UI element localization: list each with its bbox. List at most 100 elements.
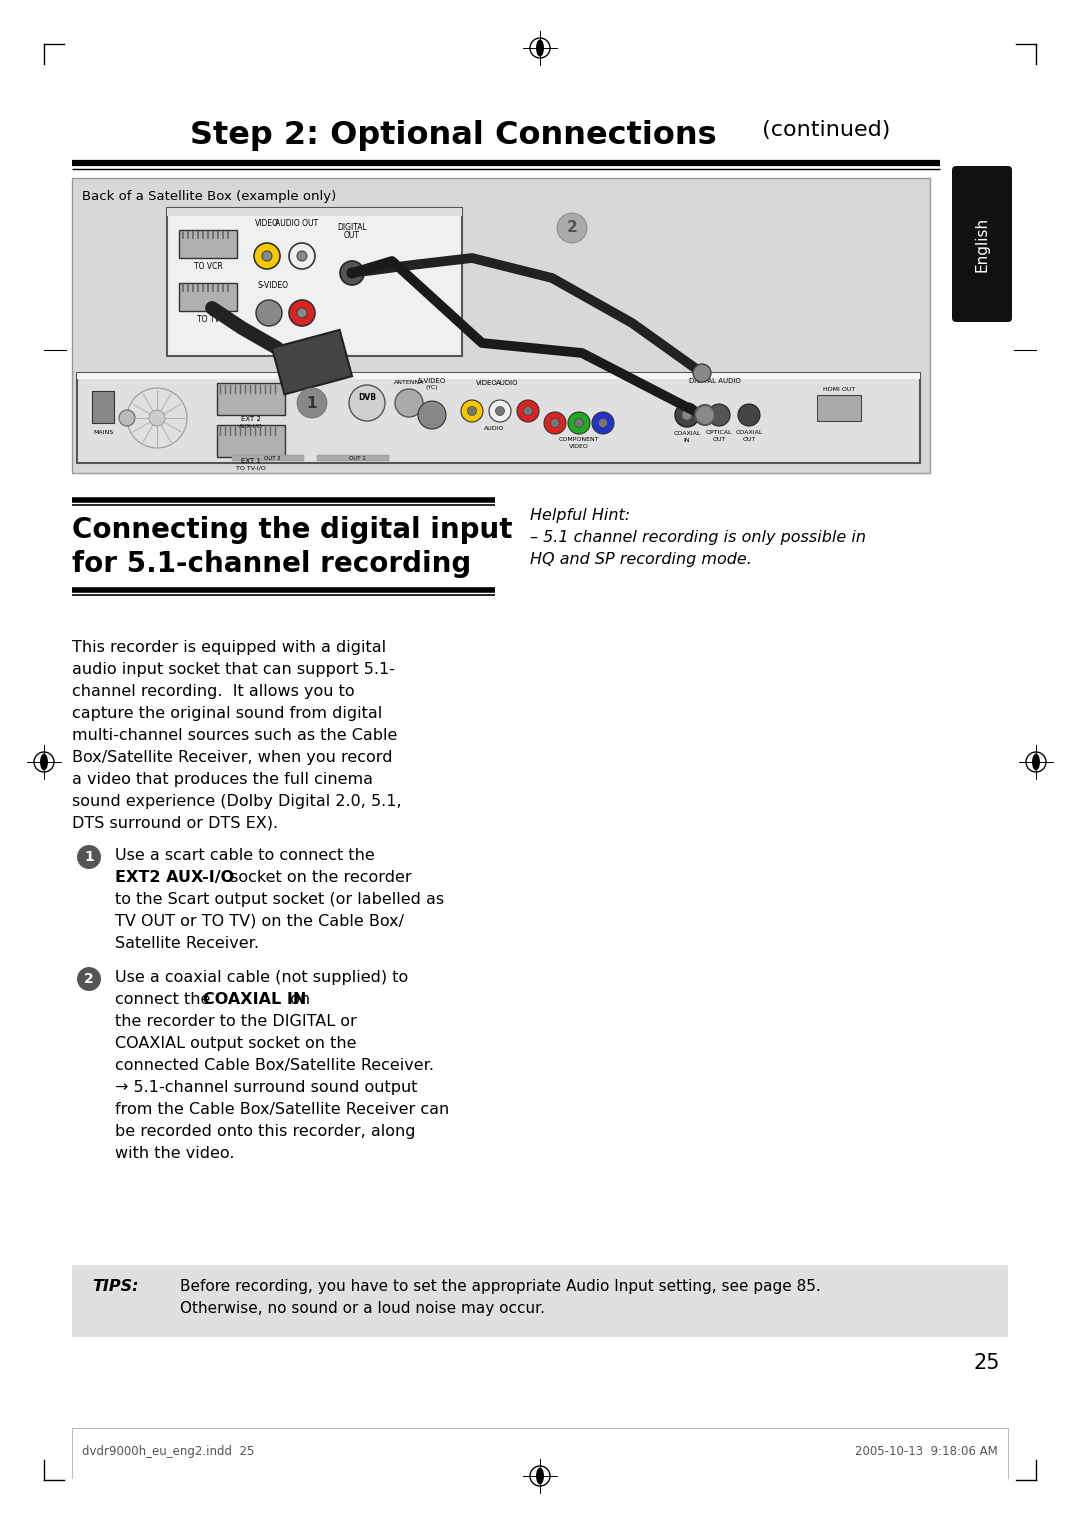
Bar xyxy=(92,392,114,424)
Text: (YC): (YC) xyxy=(426,386,438,390)
Text: TV OUT or TO TV) on the Cable Box/: TV OUT or TO TV) on the Cable Box/ xyxy=(114,914,404,930)
Text: with the video.: with the video. xyxy=(114,1146,234,1161)
Text: COAXIAL: COAXIAL xyxy=(735,430,762,434)
Text: OUT: OUT xyxy=(713,437,726,442)
Bar xyxy=(167,207,462,216)
Text: AUDIO: AUDIO xyxy=(496,379,518,386)
Text: S-VIDEO: S-VIDEO xyxy=(257,280,288,290)
Bar xyxy=(179,283,237,311)
Bar xyxy=(77,373,920,379)
Text: OUT: OUT xyxy=(345,232,360,239)
Text: 1: 1 xyxy=(84,850,94,864)
Text: DVB: DVB xyxy=(357,393,376,402)
Text: connected Cable Box/Satellite Receiver.: connected Cable Box/Satellite Receiver. xyxy=(114,1058,434,1073)
Text: Use a scart cable to connect the: Use a scart cable to connect the xyxy=(114,847,375,863)
Text: 2: 2 xyxy=(567,221,578,236)
Text: EXT2 AUX-I/O: EXT2 AUX-I/O xyxy=(114,870,234,885)
Text: Satellite Receiver.: Satellite Receiver. xyxy=(114,936,259,951)
Circle shape xyxy=(289,242,315,270)
Text: COAXIAL IN: COAXIAL IN xyxy=(203,992,307,1007)
Circle shape xyxy=(119,410,135,427)
Text: audio input socket that can support 5.1-: audio input socket that can support 5.1- xyxy=(72,661,395,677)
Text: dvdr9000h_eu_eng2.indd  25: dvdr9000h_eu_eng2.indd 25 xyxy=(82,1445,255,1458)
Bar xyxy=(217,383,285,415)
Circle shape xyxy=(149,410,165,427)
Text: AUDIO OUT: AUDIO OUT xyxy=(275,219,319,229)
Text: a video that produces the full cinema: a video that produces the full cinema xyxy=(72,773,373,786)
Text: for 5.1-channel recording: for 5.1-channel recording xyxy=(72,550,471,578)
Text: OUT 2: OUT 2 xyxy=(264,456,281,460)
Text: OPTICAL: OPTICAL xyxy=(705,430,732,434)
Circle shape xyxy=(256,300,282,326)
Text: COAXIAL: COAXIAL xyxy=(673,431,701,436)
Text: VIDEO: VIDEO xyxy=(476,379,498,386)
Circle shape xyxy=(598,419,607,428)
Circle shape xyxy=(489,399,511,422)
Text: TO TV-I/O: TO TV-I/O xyxy=(237,465,266,469)
Circle shape xyxy=(496,407,504,416)
Text: channel recording.  It allows you to: channel recording. It allows you to xyxy=(72,684,354,700)
Text: TO VCR: TO VCR xyxy=(193,262,222,271)
Text: VIDEO: VIDEO xyxy=(255,219,279,229)
Text: HQ and SP recording mode.: HQ and SP recording mode. xyxy=(530,552,752,567)
Text: OUT 1: OUT 1 xyxy=(349,456,365,460)
Text: This recorder is equipped with a digital: This recorder is equipped with a digital xyxy=(72,640,387,655)
Bar xyxy=(816,395,861,421)
Circle shape xyxy=(738,404,760,427)
Circle shape xyxy=(262,251,272,261)
Text: EXT 1: EXT 1 xyxy=(241,459,261,463)
Circle shape xyxy=(347,268,357,277)
Bar xyxy=(72,1265,1008,1337)
Bar xyxy=(167,207,462,357)
Text: EXT 2: EXT 2 xyxy=(241,416,261,422)
Text: sound experience (Dolby Digital 2.0, 5.1,: sound experience (Dolby Digital 2.0, 5.1… xyxy=(72,794,402,809)
Text: S-VIDEO: S-VIDEO xyxy=(418,378,446,384)
Circle shape xyxy=(418,401,446,428)
Text: Connecting the digital input: Connecting the digital input xyxy=(72,517,513,544)
Text: 2: 2 xyxy=(84,972,94,986)
Text: COAXIAL output socket on the: COAXIAL output socket on the xyxy=(114,1036,356,1052)
Circle shape xyxy=(708,404,730,427)
Bar xyxy=(232,456,303,460)
Text: Back of a Satellite Box (example only): Back of a Satellite Box (example only) xyxy=(82,190,336,203)
Circle shape xyxy=(551,419,559,428)
Text: Otherwise, no sound or a loud noise may occur.: Otherwise, no sound or a loud noise may … xyxy=(180,1301,545,1317)
Text: AUX-I/O: AUX-I/O xyxy=(239,424,264,428)
Circle shape xyxy=(592,411,615,434)
Circle shape xyxy=(544,411,566,434)
Circle shape xyxy=(681,410,692,421)
Ellipse shape xyxy=(537,40,543,56)
Circle shape xyxy=(297,308,307,319)
Circle shape xyxy=(468,407,476,416)
Text: the recorder to the DIGITAL or: the recorder to the DIGITAL or xyxy=(114,1013,356,1029)
Circle shape xyxy=(675,402,699,427)
Circle shape xyxy=(575,419,583,428)
Text: TO TV: TO TV xyxy=(197,315,219,325)
Text: Box/Satellite Receiver, when you record: Box/Satellite Receiver, when you record xyxy=(72,750,392,765)
Text: 25: 25 xyxy=(973,1353,1000,1373)
Circle shape xyxy=(395,389,423,418)
Circle shape xyxy=(461,399,483,422)
FancyBboxPatch shape xyxy=(951,166,1012,322)
Text: VIDEO: VIDEO xyxy=(569,443,589,450)
Bar xyxy=(179,230,237,258)
Circle shape xyxy=(693,364,711,383)
Text: socket on the recorder: socket on the recorder xyxy=(225,870,411,885)
Circle shape xyxy=(254,242,280,270)
Text: Before recording, you have to set the appropriate Audio Input setting, see page : Before recording, you have to set the ap… xyxy=(180,1279,821,1294)
Circle shape xyxy=(340,261,364,285)
Text: on: on xyxy=(285,992,310,1007)
Text: (continued): (continued) xyxy=(755,120,890,140)
Text: OUT: OUT xyxy=(742,437,756,442)
Circle shape xyxy=(524,407,532,416)
Circle shape xyxy=(77,968,102,991)
Text: – 5.1 channel recording is only possible in: – 5.1 channel recording is only possible… xyxy=(530,530,866,546)
Bar xyxy=(72,178,930,472)
Text: multi-channel sources such as the Cable: multi-channel sources such as the Cable xyxy=(72,728,397,744)
Bar xyxy=(77,373,920,463)
Bar xyxy=(272,329,352,395)
Text: MAINS: MAINS xyxy=(93,430,113,434)
Text: to the Scart output socket (or labelled as: to the Scart output socket (or labelled … xyxy=(114,892,444,907)
Text: TIPS:: TIPS: xyxy=(92,1279,138,1294)
Bar xyxy=(318,456,389,460)
